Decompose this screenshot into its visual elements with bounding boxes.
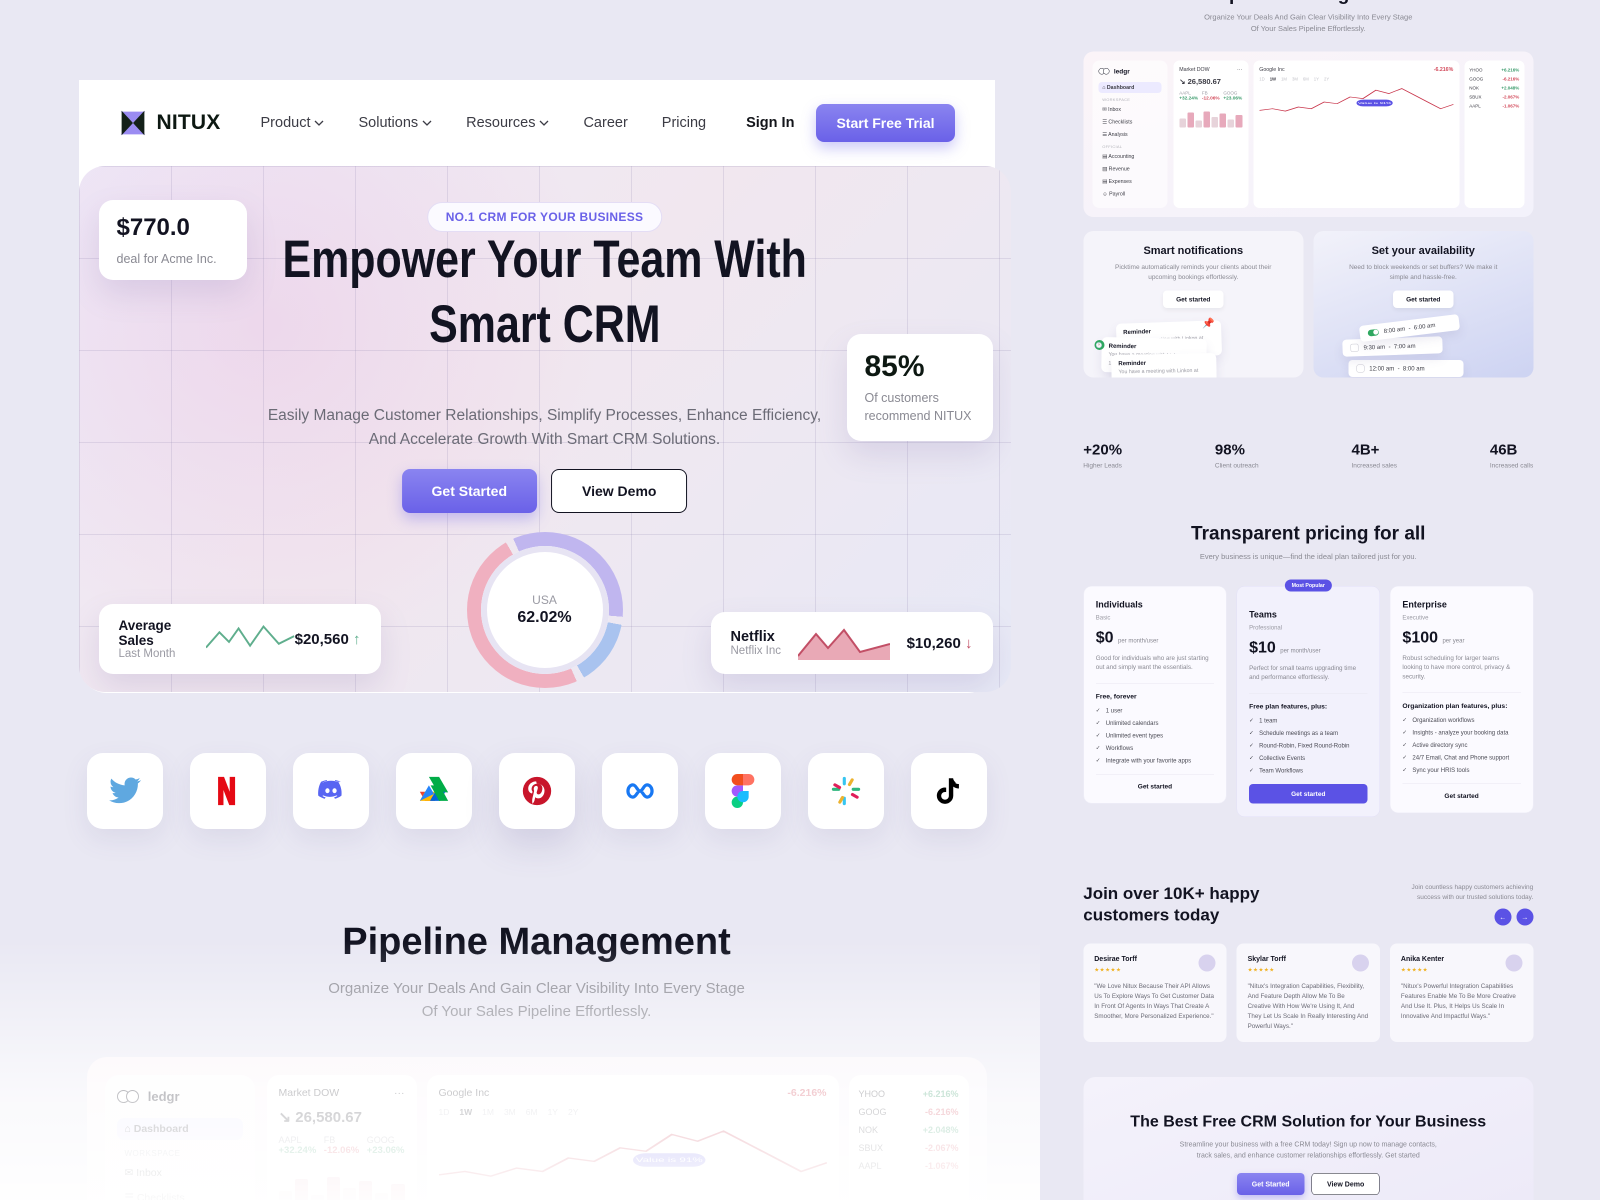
svg-text:Value is 91%: Value is 91% (1358, 101, 1391, 104)
svg-text:Value is 91%: Value is 91% (635, 1157, 702, 1164)
